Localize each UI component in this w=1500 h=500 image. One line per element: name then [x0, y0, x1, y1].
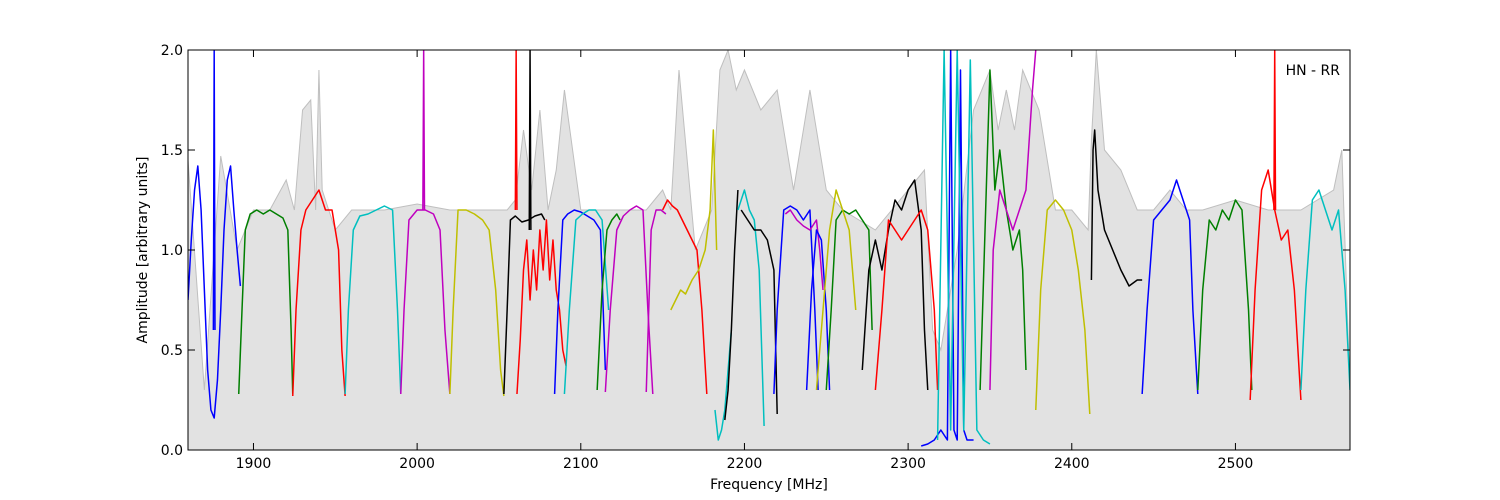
- series-line-5: [400, 209, 451, 395]
- series-line-33: [989, 50, 1037, 391]
- x-tick-label: 2100: [563, 456, 599, 472]
- y-tick-label: 0.5: [161, 343, 183, 359]
- x-tick-label: 2200: [727, 456, 763, 472]
- series-line-10: [514, 50, 518, 211]
- x-tick-label: 2300: [890, 456, 926, 472]
- series-line-29: [874, 209, 939, 391]
- series-line-3: [291, 189, 346, 397]
- series-line-6: [422, 50, 426, 211]
- series-line-14: [604, 205, 654, 395]
- series-line-1: [212, 50, 216, 331]
- series-line-35: [1090, 129, 1143, 287]
- series-line-21: [737, 189, 765, 427]
- series-line-0: [188, 165, 242, 419]
- series-line-20: [724, 189, 739, 421]
- series-line-31: [936, 50, 991, 445]
- series-line-19: [714, 329, 733, 441]
- x-tick-label: 2400: [1054, 456, 1090, 472]
- series-line-28: [861, 179, 929, 391]
- series-line-2: [237, 209, 294, 395]
- series-line-32: [979, 69, 1027, 391]
- series-line-18: [670, 129, 718, 311]
- series-line-25: [805, 229, 831, 391]
- series-line-40: [1300, 189, 1350, 391]
- series-line-30: [920, 50, 974, 447]
- series-line-7: [449, 209, 505, 397]
- y-tick-label: 1.5: [161, 143, 183, 159]
- series-line-4: [344, 205, 402, 395]
- y-axis-label: Amplitude [arbitrary units]: [135, 157, 151, 344]
- series-line-13: [563, 209, 610, 395]
- series-line-27: [815, 189, 857, 391]
- x-axis-label: Frequency [MHz]: [710, 477, 828, 493]
- x-tick-label: 1900: [236, 456, 272, 472]
- series-line-26: [825, 209, 873, 391]
- series-line-16: [645, 209, 667, 393]
- y-tick-label: 2.0: [161, 43, 183, 59]
- series-line-24: [784, 209, 824, 291]
- series-line-22: [740, 209, 778, 415]
- y-tick-label: 1.0: [161, 243, 183, 259]
- chart-annotation: HN - RR: [1286, 63, 1341, 79]
- x-axis: 1900 2000 2100 2200 2300 2400 2500: [236, 50, 1254, 472]
- series-line-17: [661, 199, 708, 395]
- y-tick-label: 0.0: [161, 443, 183, 459]
- series-line-38: [1249, 169, 1302, 401]
- x-tick-label: 2500: [1218, 456, 1254, 472]
- y-axis: 0.0 0.5 1.0 1.5 2.0: [161, 43, 1350, 459]
- series-line-34: [1035, 199, 1091, 415]
- series-line-37: [1197, 199, 1253, 391]
- series-line-8: [503, 213, 546, 395]
- series-layer: [188, 50, 1350, 447]
- series-line-12: [553, 209, 607, 395]
- series-line-39: [1273, 50, 1277, 211]
- series-line-36: [1141, 179, 1199, 395]
- series-line-11: [528, 50, 532, 231]
- x-tick-label: 2000: [399, 456, 435, 472]
- series-line-15: [596, 213, 621, 391]
